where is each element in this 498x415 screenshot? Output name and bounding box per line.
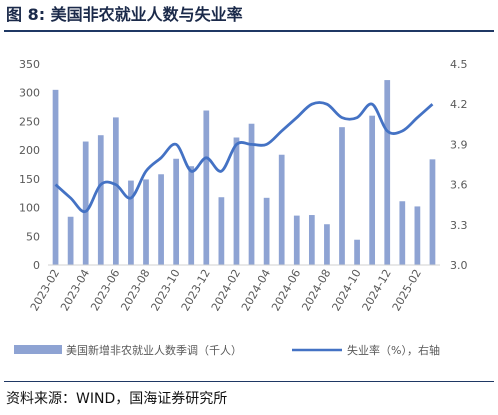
bar bbox=[339, 127, 345, 266]
bar bbox=[67, 216, 74, 265]
source-note: 资料来源：WIND，国海证券研究所 bbox=[6, 391, 228, 407]
right-tick-label: 4.2 bbox=[450, 98, 468, 111]
right-tick-label: 3.9 bbox=[450, 138, 468, 151]
figure-title: 图 8: 美国非农就业人数与失业率 bbox=[6, 5, 243, 24]
bar bbox=[263, 197, 270, 265]
bar bbox=[369, 115, 376, 265]
bar bbox=[82, 141, 89, 265]
right-axis: 3.0 3.3 3.6 3.9 4.2 4.5 bbox=[450, 58, 468, 272]
x-tick-label: 2023-10 bbox=[149, 267, 183, 313]
bar bbox=[112, 117, 119, 265]
x-tick-label: 2024-04 bbox=[239, 267, 273, 313]
bar bbox=[414, 206, 421, 265]
legend: 美国新增非农就业人数季调（千人） 失业率（%），右轴 bbox=[14, 343, 440, 357]
x-tick-label: 2024-08 bbox=[299, 267, 333, 313]
x-tick-label: 2024-02 bbox=[209, 267, 243, 313]
bar-series bbox=[48, 80, 440, 266]
bar bbox=[52, 89, 59, 265]
left-tick-label: 0 bbox=[33, 259, 40, 272]
bar bbox=[128, 180, 134, 265]
title-rule bbox=[4, 30, 494, 32]
bar bbox=[324, 224, 330, 265]
left-tick-label: 250 bbox=[19, 115, 40, 128]
x-tick-label: 2023-12 bbox=[179, 267, 213, 313]
legend-bar-swatch bbox=[14, 345, 62, 354]
bar bbox=[173, 158, 180, 265]
x-tick-label: 2023-04 bbox=[58, 267, 92, 313]
bar bbox=[399, 201, 406, 265]
x-tick-label: 2024-10 bbox=[329, 267, 363, 313]
bar bbox=[143, 179, 149, 265]
left-axis: 0 50 100 150 200 250 300 350 bbox=[19, 58, 40, 272]
bar bbox=[354, 239, 360, 265]
legend-bar-label: 美国新增非农就业人数季调（千人） bbox=[66, 343, 242, 357]
x-axis: 2023-022023-042023-062023-082023-102023-… bbox=[28, 267, 424, 313]
left-tick-label: 100 bbox=[19, 202, 40, 215]
bar bbox=[429, 159, 436, 265]
bar bbox=[384, 80, 391, 265]
bar bbox=[278, 154, 285, 265]
bar bbox=[203, 110, 210, 265]
left-tick-label: 50 bbox=[26, 230, 40, 243]
x-tick-label: 2024-12 bbox=[360, 267, 394, 313]
bar bbox=[158, 174, 164, 265]
left-tick-label: 300 bbox=[19, 87, 40, 100]
x-tick-label: 2023-06 bbox=[88, 267, 122, 313]
x-tick-label: 2023-08 bbox=[118, 267, 152, 313]
left-tick-label: 150 bbox=[19, 173, 40, 186]
source-rule bbox=[4, 381, 494, 382]
bar bbox=[308, 215, 315, 265]
bar bbox=[188, 166, 195, 265]
line-series bbox=[54, 101, 434, 214]
right-tick-label: 4.5 bbox=[450, 58, 468, 71]
left-tick-label: 200 bbox=[19, 144, 40, 157]
bar bbox=[293, 215, 300, 265]
chart: 0 50 100 150 200 250 300 350 3.0 3.3 3.6 3.9 4.2 4.5… bbox=[14, 58, 468, 357]
legend-line-label: 失业率（%），右轴 bbox=[347, 343, 440, 357]
bar bbox=[233, 137, 240, 265]
x-tick-label: 2024-06 bbox=[269, 267, 303, 313]
bar bbox=[97, 135, 104, 265]
bar bbox=[218, 197, 225, 265]
x-tick-label: 2023-02 bbox=[28, 267, 62, 313]
right-tick-label: 3.0 bbox=[450, 259, 468, 272]
right-tick-label: 3.6 bbox=[450, 179, 468, 192]
x-tick-label: 2025-02 bbox=[390, 267, 424, 313]
left-tick-label: 350 bbox=[19, 58, 40, 71]
bar bbox=[248, 123, 255, 266]
right-tick-label: 3.3 bbox=[450, 219, 468, 232]
unemployment-line bbox=[54, 101, 434, 214]
